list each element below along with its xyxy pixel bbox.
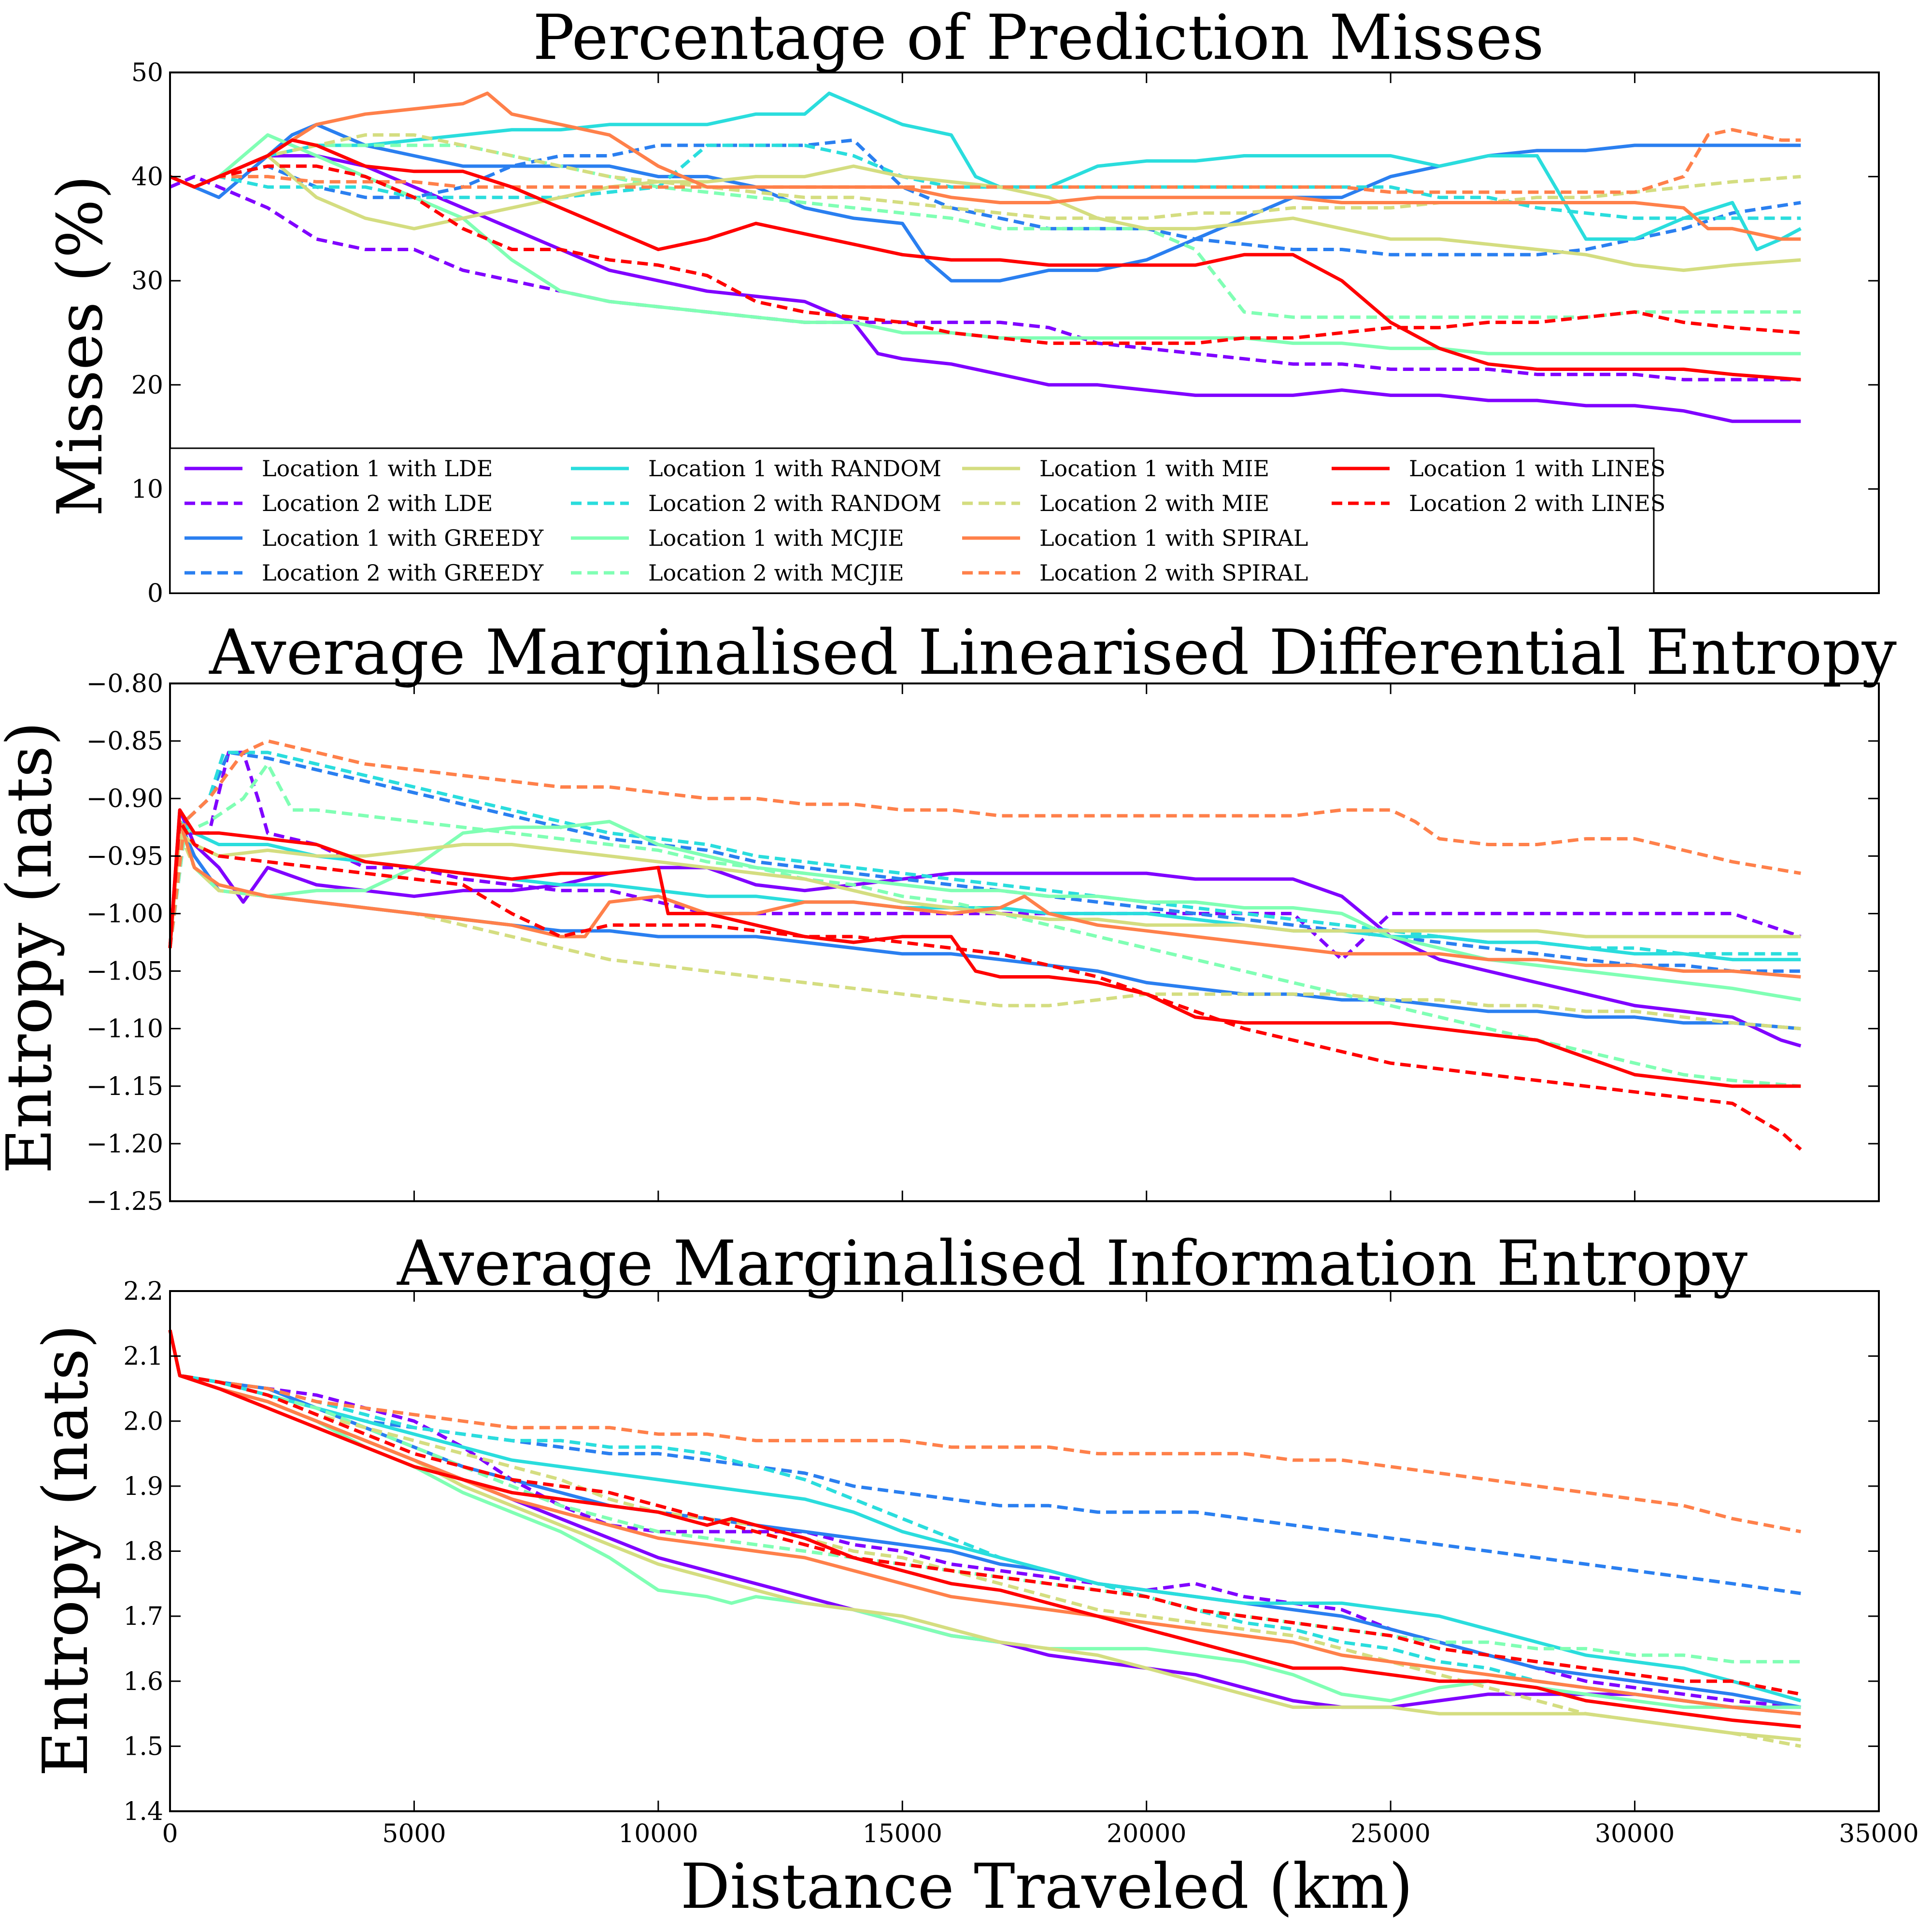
series-line bbox=[169, 91, 1801, 241]
legend-label: Location 1 with MCJIE bbox=[648, 525, 904, 551]
series-line bbox=[168, 1330, 1801, 1716]
series-line bbox=[169, 133, 1801, 220]
y-tick-label: −1.20 bbox=[86, 1130, 163, 1159]
series-line bbox=[168, 1330, 1801, 1716]
legend-label: Location 2 with RANDOM bbox=[648, 490, 941, 516]
y-tick-label: 1.8 bbox=[123, 1537, 163, 1566]
y-tick-label: −1.00 bbox=[86, 899, 163, 928]
y-tick-label: 2.2 bbox=[123, 1277, 163, 1306]
series-line bbox=[169, 154, 1801, 272]
legend-label: Location 1 with SPIRAL bbox=[1039, 525, 1308, 551]
y-tick-label: −1.25 bbox=[86, 1187, 163, 1216]
legend-box bbox=[169, 447, 1655, 594]
legend-label: Location 2 with MIE bbox=[1039, 490, 1269, 516]
series-line bbox=[168, 751, 1802, 962]
series-line bbox=[168, 1330, 1801, 1729]
series-line bbox=[168, 820, 1802, 1151]
panel-information-entropy: Average Marginalised Information Entropy… bbox=[30, 1228, 1919, 1923]
y-tick-label: −0.80 bbox=[86, 669, 163, 698]
y-tick-label: −0.85 bbox=[86, 727, 163, 756]
x-tick-label: 5000 bbox=[382, 1819, 446, 1848]
legend-label: Location 2 with MCJIE bbox=[648, 560, 904, 586]
series-line bbox=[168, 762, 1801, 1088]
legend-label: Location 2 with LINES bbox=[1409, 490, 1665, 516]
series-line bbox=[168, 831, 1801, 1031]
y-axis-label: Entropy (nats) bbox=[0, 722, 66, 1174]
x-tick-label: 25000 bbox=[1350, 1819, 1430, 1848]
series-line bbox=[169, 128, 1801, 194]
legend-label: Location 1 with LDE bbox=[262, 455, 493, 482]
plot-area: 1.4 1.5 1.6 1.7 1.8 1.9 2.0 2.1 2.2 0 5000 10000 150… bbox=[123, 1277, 1918, 1848]
y-tick-label: 20 bbox=[131, 371, 163, 400]
legend: Location 1 with LDE Location 2 with LDE Lo… bbox=[169, 447, 1665, 594]
legend-label: Location 1 with MIE bbox=[1039, 455, 1269, 482]
x-axis-label: Distance Traveled (km) bbox=[681, 1851, 1413, 1923]
y-tick-label: −0.90 bbox=[86, 784, 163, 813]
plot-area: 0 10 20 30 40 50 Location 1 with LDE Location 2… bbox=[131, 58, 1880, 608]
series-line bbox=[169, 175, 1801, 382]
y-tick-label: 40 bbox=[131, 163, 163, 192]
chart-title: Average Marginalised Information Entropy bbox=[397, 1228, 1747, 1300]
legend-label: Location 1 with GREEDY bbox=[262, 525, 544, 551]
y-tick-label: 2.0 bbox=[123, 1407, 163, 1436]
y-tick-label: −1.05 bbox=[86, 957, 163, 986]
axes-frame bbox=[169, 682, 1880, 1202]
series-line bbox=[169, 164, 1801, 345]
legend-label: Location 2 with GREEDY bbox=[262, 560, 544, 586]
series-line bbox=[169, 143, 1801, 319]
series-line bbox=[168, 1330, 1801, 1595]
series-line bbox=[168, 1330, 1802, 1703]
legend-label: Location 2 with SPIRAL bbox=[1039, 560, 1308, 586]
series-line bbox=[168, 820, 1801, 979]
y-tick-label: 30 bbox=[131, 267, 163, 296]
y-tick-label: 50 bbox=[131, 58, 163, 87]
x-tick-label: 20000 bbox=[1107, 1819, 1186, 1848]
y-axis-label: Entropy (nats) bbox=[30, 1324, 102, 1776]
series-line bbox=[168, 1330, 1801, 1534]
series-line bbox=[168, 751, 1801, 956]
y-tick-label: 1.5 bbox=[123, 1732, 163, 1761]
chart-title: Average Marginalised Linearised Differen… bbox=[209, 617, 1897, 689]
y-tick-label: 10 bbox=[131, 475, 163, 504]
x-tick-label: 30000 bbox=[1595, 1819, 1675, 1848]
series-line bbox=[168, 751, 1801, 973]
y-tick-label: 1.7 bbox=[123, 1602, 163, 1631]
y-tick-label: −1.10 bbox=[86, 1015, 163, 1044]
plot-area: −1.25 −1.20 −1.15 −1.10 −1.05 −1.00 −0.95 −0.90… bbox=[86, 669, 1880, 1216]
x-tick-label: 15000 bbox=[863, 1819, 942, 1848]
panel-differential-entropy: Average Marginalised Linearised Differen… bbox=[0, 617, 1897, 1216]
series-line bbox=[169, 138, 1801, 382]
legend-label: Location 1 with LINES bbox=[1409, 455, 1665, 482]
y-tick-label: 1.9 bbox=[123, 1472, 163, 1501]
x-tick-label: 35000 bbox=[1839, 1819, 1918, 1848]
series-line bbox=[168, 808, 1801, 1088]
y-tick-label: 1.4 bbox=[123, 1797, 163, 1826]
y-tick-label: 0 bbox=[147, 579, 163, 608]
series-line bbox=[168, 739, 1801, 949]
y-axis-label: Misses (%) bbox=[44, 175, 116, 517]
series-line bbox=[168, 1330, 1801, 1709]
series-line bbox=[168, 831, 1801, 949]
series-line bbox=[168, 1330, 1801, 1696]
legend-label: Location 2 with LDE bbox=[262, 490, 493, 516]
x-tick-label: 10000 bbox=[618, 1819, 698, 1848]
x-tick-label: 0 bbox=[162, 1819, 178, 1848]
chart-title: Percentage of Prediction Misses bbox=[533, 2, 1544, 74]
panel-misses: Percentage of Prediction Misses Misses (… bbox=[44, 2, 1880, 608]
y-tick-label: 2.1 bbox=[123, 1342, 163, 1371]
y-tick-label: −1.15 bbox=[86, 1072, 163, 1101]
y-tick-label: −0.95 bbox=[86, 842, 163, 871]
series-line bbox=[169, 154, 1801, 423]
y-tick-label: 1.6 bbox=[123, 1667, 163, 1696]
legend-label: Location 1 with RANDOM bbox=[648, 455, 941, 482]
